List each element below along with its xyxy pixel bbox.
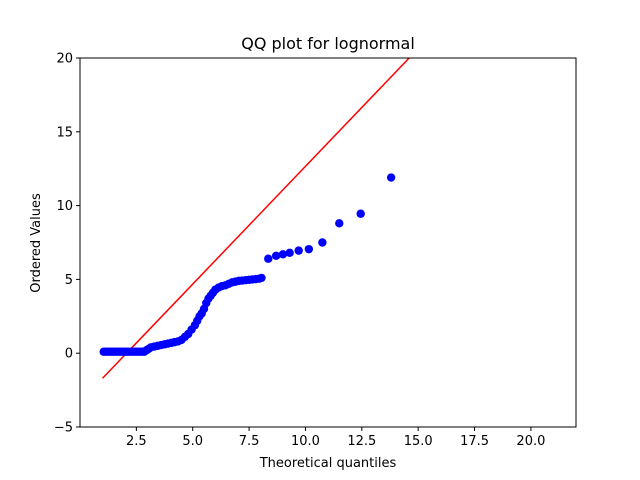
data-point (285, 248, 294, 258)
data-point (271, 251, 281, 260)
y-tick-label: −5 (54, 421, 73, 436)
axes-frame (79, 57, 577, 428)
y-tick-label: 20 (56, 52, 73, 67)
y-tick-label: 10 (56, 199, 73, 214)
x-tick-label: 15.0 (404, 434, 433, 449)
points-layer (99, 173, 396, 356)
x-tick-label: 2.5 (126, 434, 147, 449)
data-point (356, 209, 365, 218)
x-tick-label: 10.0 (291, 434, 320, 449)
data-point (386, 173, 396, 182)
x-axis-label: Theoretical quantiles (259, 456, 397, 471)
data-point (294, 246, 303, 255)
data-point (318, 238, 327, 247)
y-axis-label: Ordered Values (29, 193, 44, 293)
y-tick-label: 5 (65, 273, 73, 288)
chart-title: QQ plot for lognormal (241, 34, 415, 53)
fit-line-layer (102, 58, 410, 379)
data-point (257, 273, 266, 283)
plot-area (79, 57, 577, 428)
x-tick-label: 5.0 (182, 434, 203, 449)
y-axis-ticks: −5 0 5 10 15 20 (54, 52, 80, 436)
x-tick-label: 7.5 (239, 434, 260, 449)
data-point (264, 254, 273, 263)
x-tick-label: 12.5 (347, 434, 376, 449)
x-tick-label: 20.0 (516, 434, 545, 449)
x-tick-label: 17.5 (460, 434, 489, 449)
fit-line (102, 58, 410, 379)
data-point (335, 219, 344, 228)
data-point (304, 244, 314, 254)
x-axis-ticks: 2.5 5.0 7.5 10.0 12.5 15.0 17.5 20.0 (126, 427, 545, 449)
data-point (278, 250, 288, 259)
y-tick-label: 0 (65, 347, 73, 362)
y-tick-label: 15 (56, 125, 73, 140)
